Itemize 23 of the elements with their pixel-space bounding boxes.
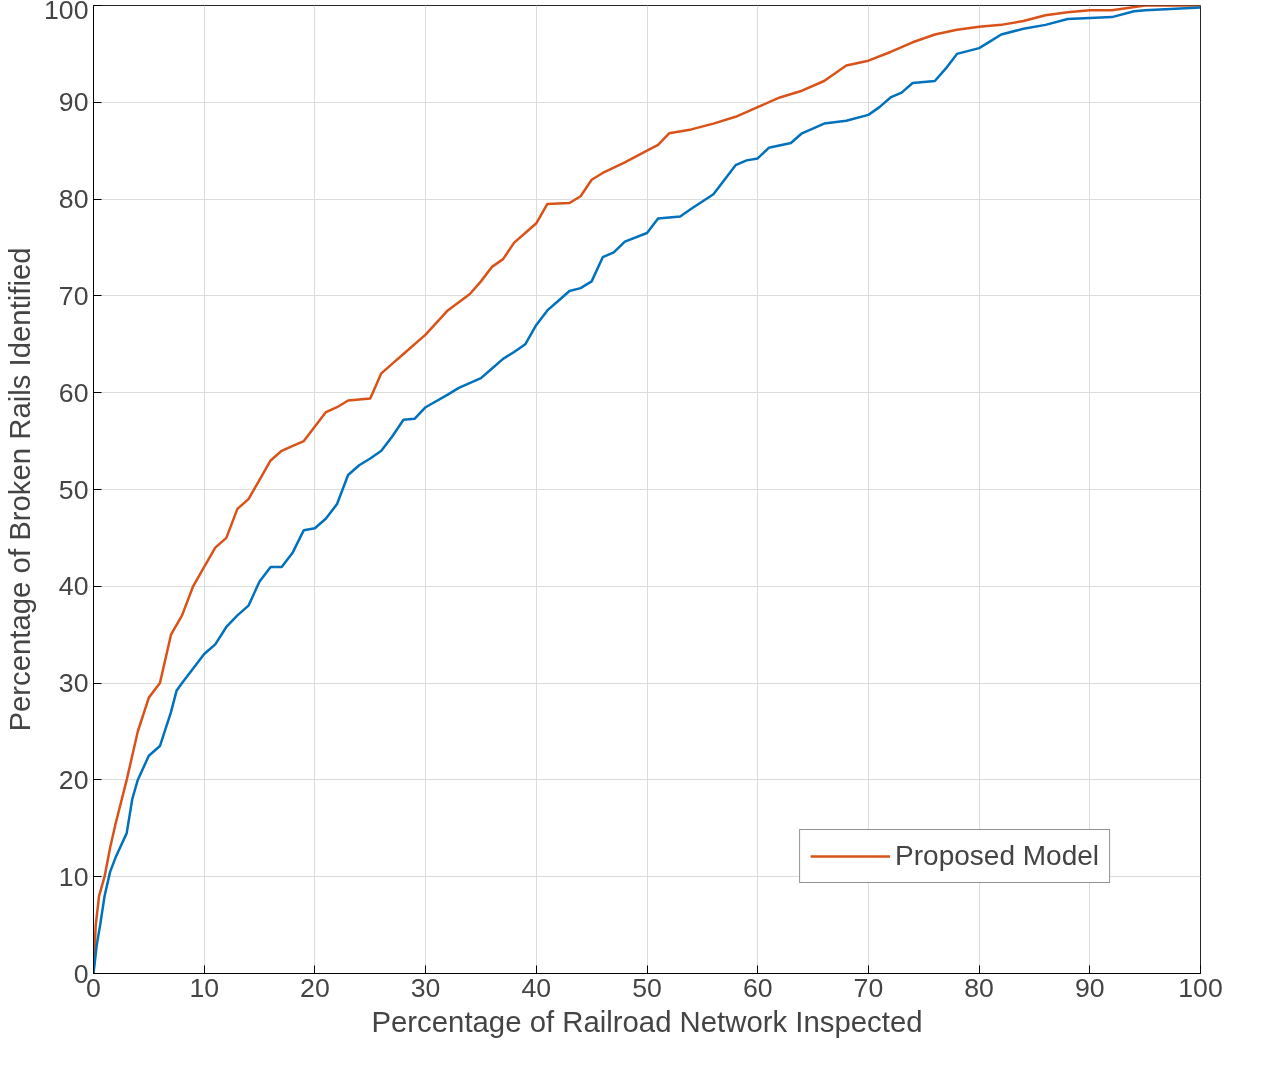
- y-tick-label: 40: [58, 571, 89, 602]
- x-tick-label: 70: [853, 972, 884, 1003]
- x-tick-label: 90: [1074, 972, 1105, 1003]
- x-tick-label: 80: [964, 972, 994, 1003]
- x-tick-label: 60: [742, 972, 773, 1003]
- y-axis-title: Percentage of Broken Rails Identified: [3, 247, 37, 732]
- y-tick-label: 50: [58, 474, 89, 505]
- y-tick-label: 100: [44, 0, 89, 25]
- x-tick-label: 50: [632, 972, 662, 1003]
- x-tick-label: 20: [300, 972, 330, 1003]
- y-tick-label: 60: [58, 377, 89, 408]
- y-tick-label: 10: [58, 861, 89, 892]
- y-tick-label: 80: [58, 184, 89, 215]
- y-tick-label: 90: [58, 87, 89, 118]
- x-tick-label: 30: [410, 972, 441, 1003]
- x-tick-label: 40: [521, 972, 552, 1003]
- x-tick-label: 10: [189, 972, 220, 1003]
- legend-label: Proposed Model: [895, 840, 1099, 872]
- x-axis-title: Percentage of Railroad Network Inspected: [371, 1004, 923, 1038]
- x-tick-label: 100: [1178, 972, 1223, 1003]
- y-tick-label: 70: [58, 280, 89, 311]
- y-tick-label: 20: [58, 764, 89, 795]
- y-tick-label: 30: [58, 668, 89, 699]
